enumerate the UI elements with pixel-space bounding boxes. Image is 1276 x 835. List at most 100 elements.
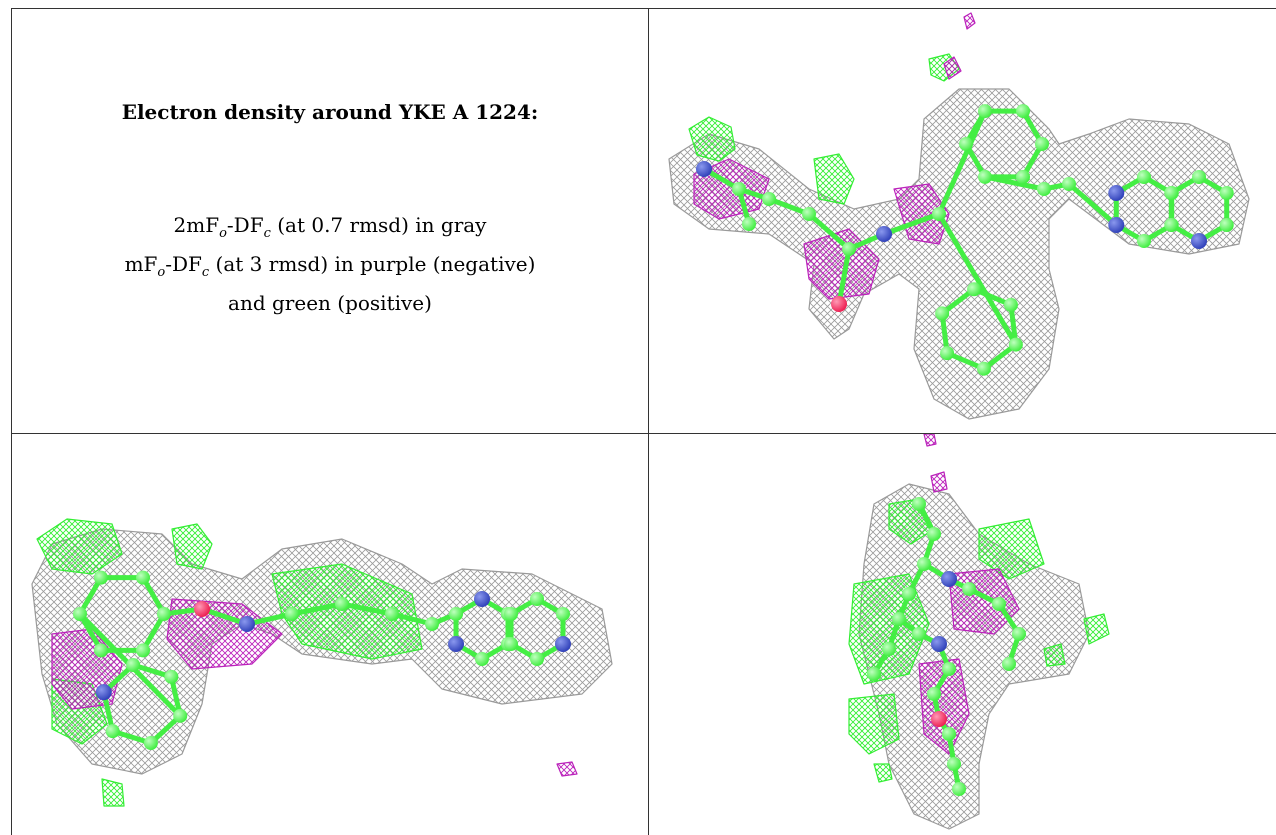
nitrogen-atom <box>95 684 112 701</box>
carbon-atom <box>927 687 941 701</box>
carbon-atom <box>802 207 816 221</box>
oxygen-atom <box>831 296 847 312</box>
nitrogen-atom <box>876 226 892 242</box>
carbon-atom <box>1002 657 1016 671</box>
carbon-atom <box>762 192 776 206</box>
positive-difference-blob <box>848 573 930 685</box>
carbon-atom <box>504 607 519 621</box>
carbon-atom <box>94 570 108 585</box>
carbon-atom <box>978 169 992 184</box>
positive-difference-blob <box>873 763 893 783</box>
carbon-atom <box>385 607 399 621</box>
negative-difference-blob <box>893 183 950 245</box>
carbon-atom <box>917 557 931 571</box>
positive-difference-blob <box>688 116 736 162</box>
carbon-atom <box>976 361 991 376</box>
carbon-atom <box>1035 137 1049 151</box>
positive-difference-blob <box>171 523 213 570</box>
bond <box>982 174 1047 192</box>
nitrogen-atom <box>931 636 947 652</box>
oxygen-atom <box>194 601 210 617</box>
carbon-atom <box>732 182 746 196</box>
carbon-atom <box>136 643 150 658</box>
carbon-atom <box>1003 297 1018 312</box>
carbon-atom <box>912 497 926 511</box>
carbon-atom <box>425 617 439 631</box>
nitrogen-atom <box>1108 217 1125 233</box>
carbon-atom <box>912 627 926 641</box>
carbon-atom <box>742 217 756 231</box>
nitrogen-atom <box>696 161 712 177</box>
nitrogen-atom <box>554 636 571 652</box>
density-2fofc-mesh <box>668 88 1250 420</box>
carbon-atom <box>1137 170 1151 184</box>
carbon-atom <box>94 643 108 658</box>
molecule-render-bottom-right <box>848 434 1110 830</box>
carbon-atom <box>1192 170 1206 184</box>
carbon-atom <box>992 597 1006 611</box>
carbon-atom <box>967 282 982 297</box>
bond <box>806 211 852 252</box>
legend-line-fofc: mFo-DFc (at 3 rmsd) in purple (negative) <box>124 252 536 280</box>
caption-title: Electron density around YKE A 1224: <box>121 100 539 124</box>
carbon-atom <box>935 306 950 321</box>
positive-difference-blob <box>978 518 1045 580</box>
carbon-atom <box>882 642 896 656</box>
carbon-atom <box>1219 218 1234 232</box>
oxygen-atom <box>931 711 947 727</box>
carbon-atom <box>449 607 464 621</box>
nitrogen-atom <box>474 591 490 607</box>
nitrogen-atom <box>239 616 255 632</box>
density-view-top-right <box>649 9 1276 433</box>
carbon-atom <box>947 757 961 771</box>
bond <box>1066 181 1119 228</box>
carbon-atom <box>902 587 916 601</box>
carbon-atom <box>164 669 179 684</box>
carbon-atom <box>932 207 946 221</box>
positive-difference-blob <box>848 693 900 755</box>
carbon-atom <box>1062 177 1076 191</box>
molecule-render-bottom-left <box>31 518 613 807</box>
carbon-atom <box>1037 182 1051 196</box>
carbon-atom <box>1164 186 1179 200</box>
carbon-atom <box>475 652 489 666</box>
carbon-atom <box>143 736 158 751</box>
bond <box>766 196 812 217</box>
molecule-render-top-right <box>668 12 1250 420</box>
carbon-atom <box>978 104 992 119</box>
carbon-atom <box>892 612 906 626</box>
carbon-atom <box>1016 104 1030 119</box>
carbon-atom <box>136 570 150 585</box>
carbon-atom <box>1008 337 1023 352</box>
carbon-atom <box>962 582 976 596</box>
bond <box>881 211 942 237</box>
nitrogen-atom <box>1191 233 1207 249</box>
negative-difference-blob <box>943 56 962 80</box>
negative-difference-blob <box>556 761 578 777</box>
carbon-atom <box>1219 186 1234 200</box>
carbon-atom <box>530 652 544 666</box>
bond <box>836 246 852 307</box>
bond <box>936 211 1019 348</box>
frame-top <box>11 8 1276 9</box>
positive-difference-blob <box>271 563 423 660</box>
legend-line-positive: and green (positive) <box>228 291 432 315</box>
nitrogen-atom <box>1108 185 1125 201</box>
carbon-atom <box>942 662 956 676</box>
bond <box>339 601 395 617</box>
carbon-atom <box>555 607 570 621</box>
negative-difference-blob <box>918 658 970 755</box>
carbon-atom <box>952 782 966 796</box>
positive-difference-blob <box>1083 613 1110 645</box>
carbon-atom <box>1012 627 1026 641</box>
legend-line-2fofc: 2mFo-DFc (at 0.7 rmsd) in gray <box>173 213 487 241</box>
carbon-atom <box>335 597 349 611</box>
frame-middle-vertical <box>648 8 649 835</box>
carbon-atom <box>942 727 956 741</box>
positive-difference-blob <box>1043 643 1066 667</box>
carbon-atom <box>867 667 881 681</box>
positive-difference-blob <box>813 153 855 205</box>
carbon-atom <box>927 527 941 541</box>
caption-legend: 2mFo-DFc (at 0.7 rmsd) in gray mFo-DFc (… <box>12 210 648 318</box>
density-view-bottom-right <box>649 434 1276 835</box>
